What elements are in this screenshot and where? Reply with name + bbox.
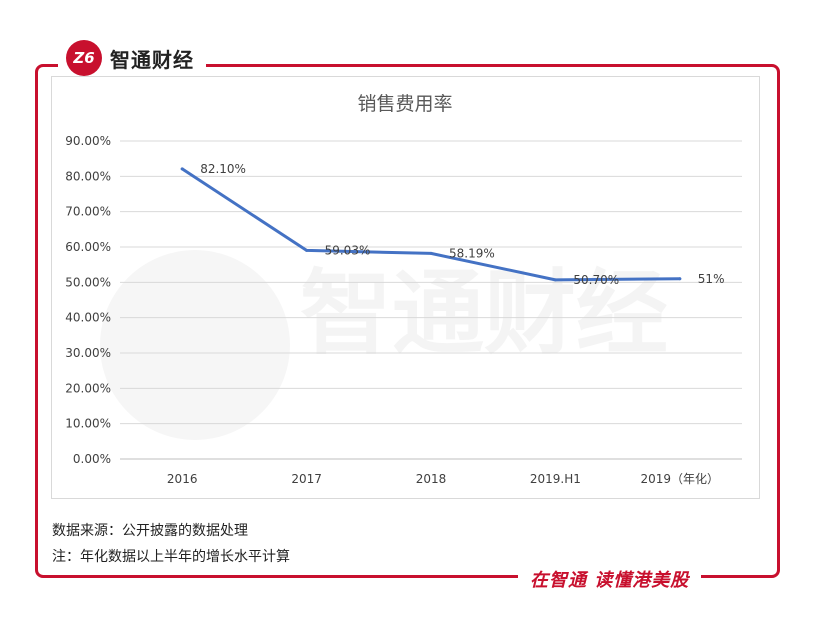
slogan: 在智通 读懂港美股 [518, 565, 702, 593]
outer-frame [35, 64, 780, 578]
x-tick-label: 2019（年化） [641, 472, 720, 486]
series-group [180, 167, 682, 282]
watermark-logo-icon [100, 250, 290, 440]
y-tick-label: 10.00% [65, 417, 111, 431]
data-point [678, 277, 682, 281]
brand-name: 智通财经 [110, 47, 194, 72]
y-tick-label: 60.00% [65, 240, 111, 254]
data-point [180, 167, 184, 171]
y-tick-label: 40.00% [65, 311, 111, 325]
notes: 数据来源：公开披露的数据处理 注：年化数据以上半年的增长水平计算 [52, 518, 290, 570]
annualized-note: 注：年化数据以上半年的增长水平计算 [52, 549, 290, 565]
y-tick-label: 20.00% [65, 381, 111, 395]
brand-logo-icon: Z6 [66, 40, 102, 76]
y-tick-label: 0.00% [73, 452, 111, 466]
data-label: 82.10% [200, 162, 246, 176]
y-axis-ticks: 0.00% 10.00% 20.00% 30.00% 40.00% 50.00% 60.00… [65, 134, 111, 466]
source-note: 数据来源：公开披露的数据处理 [52, 523, 248, 539]
chart-title: 销售费用率 [357, 93, 452, 115]
watermark: 智通财经 [100, 250, 668, 440]
data-labels: 82.10% 59.03% 58.19% 50.70% 51% [200, 162, 724, 287]
x-axis-ticks: 2016 2017 2018 2019.H1 2019（年化） [167, 472, 719, 486]
data-point [429, 251, 433, 255]
data-label: 58.19% [449, 246, 495, 260]
x-tick-label: 2019.H1 [530, 472, 581, 486]
watermark-text: 智通财经 [300, 260, 668, 367]
grid-lines [120, 140, 742, 460]
data-point [305, 248, 309, 252]
y-tick-label: 50.00% [65, 275, 111, 289]
chart-area [51, 76, 760, 499]
y-tick-label: 30.00% [65, 346, 111, 360]
x-tick-label: 2018 [416, 472, 447, 486]
data-label: 51% [698, 272, 725, 286]
data-label: 59.03% [325, 243, 371, 257]
data-point [553, 278, 557, 282]
brand-header: Z6 智通财经 [58, 38, 206, 78]
x-tick-label: 2017 [291, 472, 322, 486]
data-label: 50.70% [573, 273, 619, 287]
y-tick-label: 70.00% [65, 205, 111, 219]
x-tick-label: 2016 [167, 472, 198, 486]
y-tick-label: 80.00% [65, 169, 111, 183]
y-tick-label: 90.00% [65, 134, 111, 148]
